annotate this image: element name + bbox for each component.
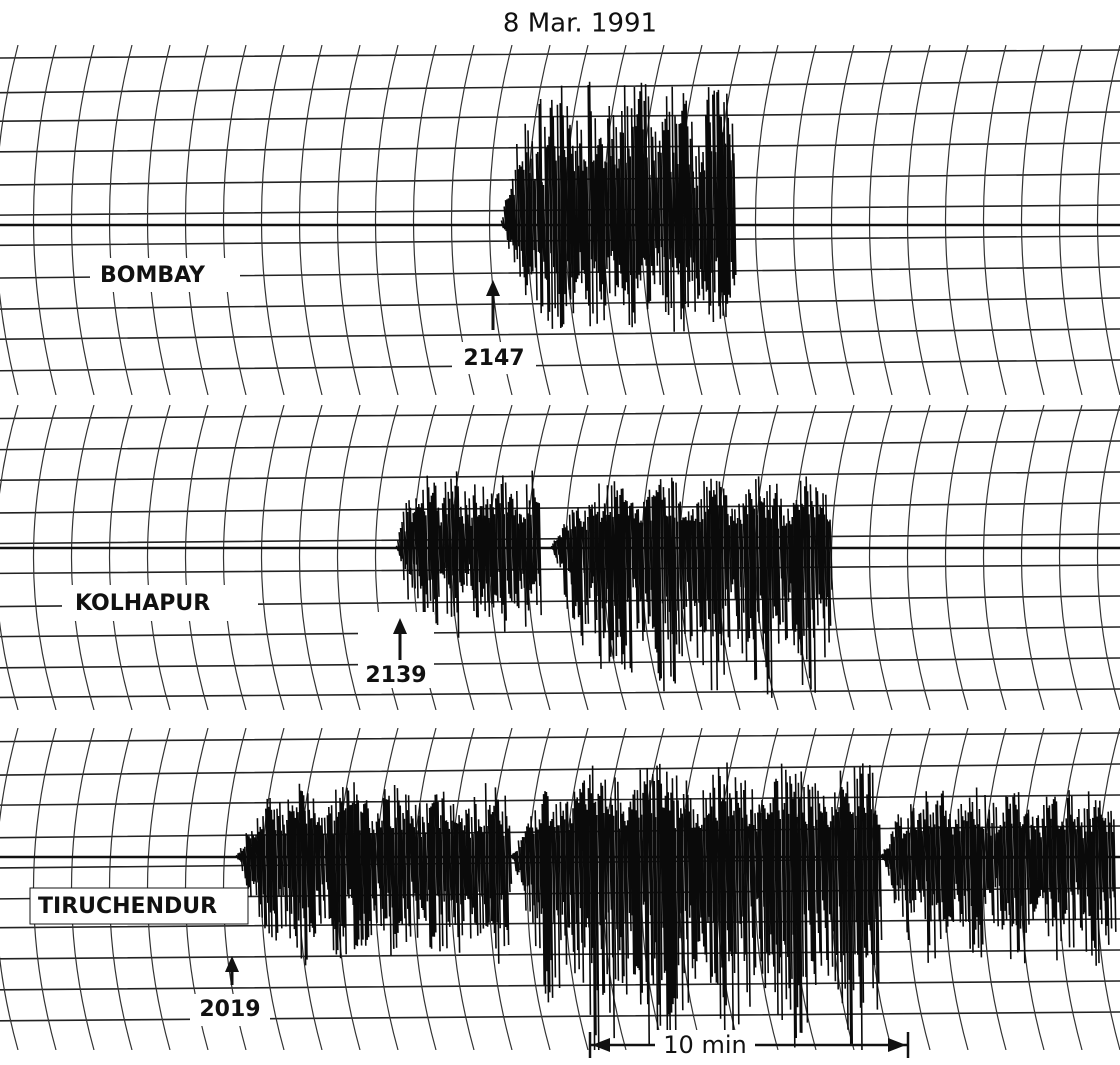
station-label: BOMBAY	[100, 263, 206, 288]
chart-panel	[0, 405, 1120, 710]
arrow-head	[486, 280, 500, 296]
chart-panel	[0, 45, 1120, 395]
arrow-head	[888, 1038, 906, 1052]
onset-time: 2139	[365, 663, 426, 688]
onset-time: 2147	[463, 346, 524, 371]
trace-burst	[510, 763, 882, 1056]
figure-title: 8 Mar. 1991	[503, 9, 657, 39]
figure: 8 Mar. 1991 BOMBAY 2147 KOLHAPUR 2139 TI…	[0, 0, 1120, 1065]
trace-burst	[880, 788, 1116, 966]
trace-burst	[235, 782, 511, 965]
onset-time: 2019	[199, 997, 260, 1022]
station-label: KOLHAPUR	[75, 591, 210, 616]
scale-label: 10 min	[663, 1031, 746, 1059]
station-label: TIRUCHENDUR	[38, 894, 217, 919]
